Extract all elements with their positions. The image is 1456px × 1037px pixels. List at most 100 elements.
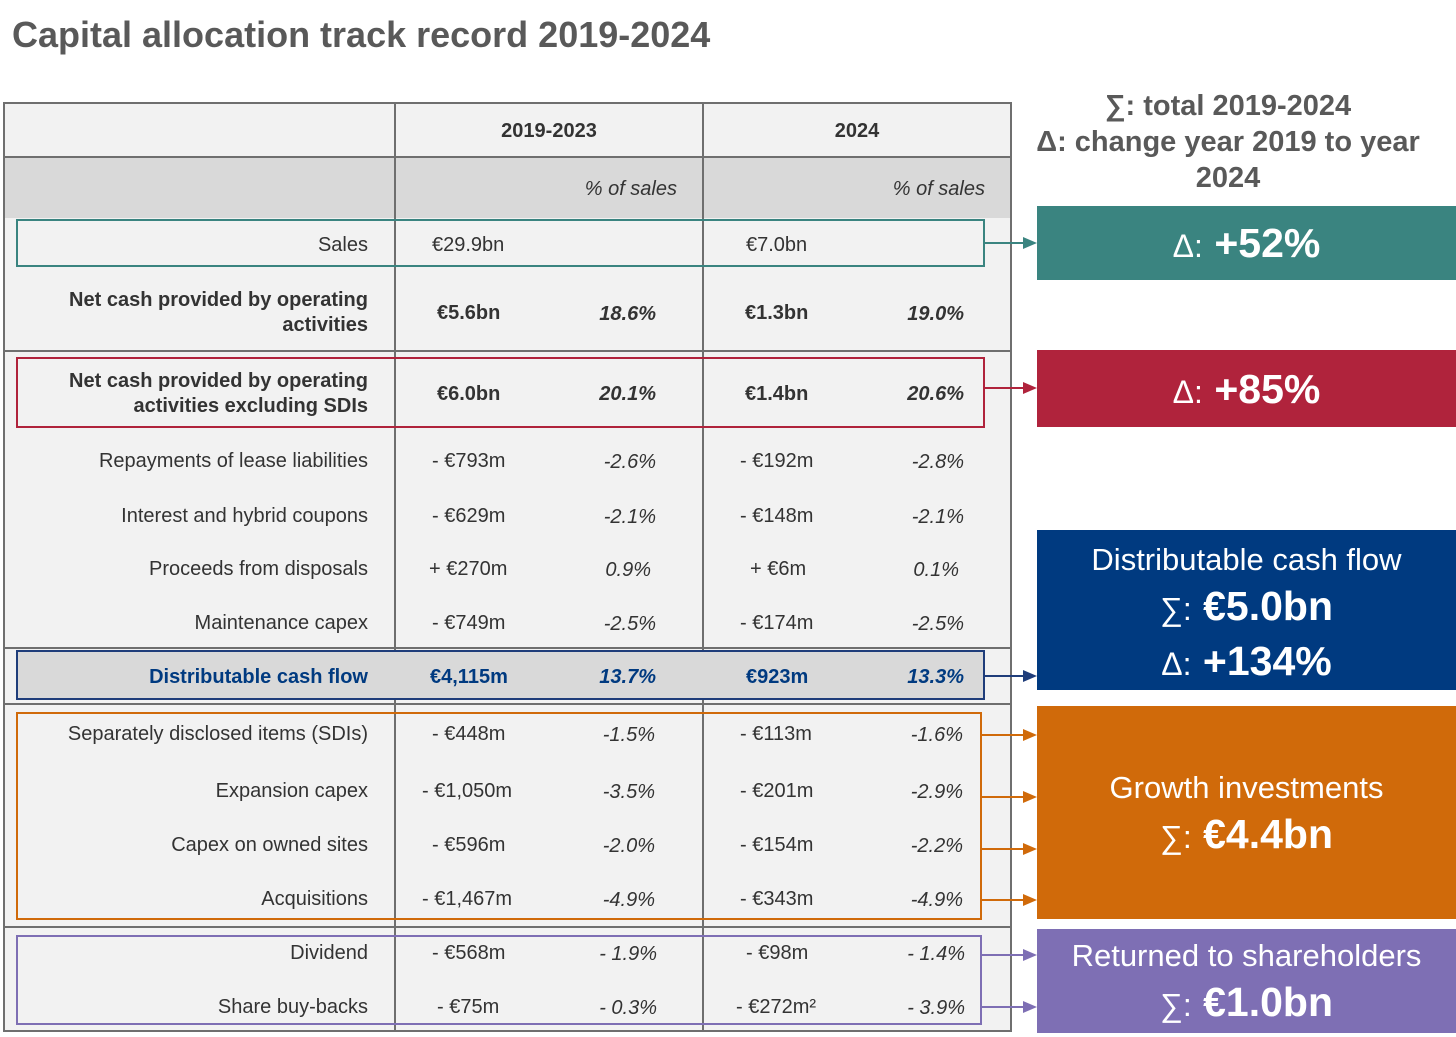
returned-sum-value: €1.0bn [1203, 979, 1333, 1025]
arrow-right-icon [1023, 894, 1037, 906]
row-divider [5, 926, 1010, 928]
dcf-delta-value: +134% [1202, 638, 1332, 684]
pct-of-sales-header: % of sales [584, 178, 677, 200]
pct-2019-2023: -3.5% [602, 781, 655, 803]
value-2019-2023: - €1,467m [422, 888, 513, 910]
pct-2024: -2.5% [911, 613, 964, 635]
sum-symbol: ∑: [1160, 819, 1192, 855]
arrow-right-icon [1023, 791, 1037, 803]
value-2019-2023: - €1,050m [422, 780, 513, 802]
pct-2024: -4.9% [910, 889, 963, 911]
pct-2019-2023: 13.7% [599, 666, 656, 688]
sum-symbol: ∑: [1160, 987, 1192, 1023]
sales-connector [985, 242, 1023, 244]
arrow-right-icon [1023, 949, 1037, 961]
arrow-right-icon [1023, 843, 1037, 855]
value-2019-2023: - €596m [432, 834, 506, 856]
pct-2024: -2.8% [911, 451, 964, 473]
delta-symbol: Δ: [1172, 374, 1203, 410]
value-2024: - €201m [740, 780, 814, 802]
dcf-callout: Distributable cash flow ∑: €5.0bn Δ: +13… [1037, 530, 1456, 690]
pct-2024: 19.0% [907, 303, 964, 325]
pct-2024: - 3.9% [907, 997, 965, 1019]
legend-delta: Δ: change year 2019 to year 2024 [1036, 126, 1420, 194]
value-2019-2023: €5.6bn [437, 302, 501, 324]
pct-of-sales-header: % of sales [892, 178, 985, 200]
opcash-connector [985, 387, 1023, 389]
pct-2019-2023: 20.1% [599, 383, 656, 405]
allocation-table [3, 102, 1012, 1032]
row-label: Dividend [290, 942, 368, 964]
row-label: Proceeds from disposals [149, 558, 368, 580]
value-2024: €1.3bn [745, 302, 809, 324]
value-2024: €7.0bn [746, 234, 808, 256]
value-2024: - €343m [740, 888, 814, 910]
row-divider [5, 647, 1010, 649]
row-divider [5, 350, 1010, 352]
row-divider [5, 703, 1010, 705]
dcf-highlight [16, 650, 985, 700]
pct-2019-2023: - 0.3% [599, 997, 657, 1019]
legend-sum: ∑: total 2019-2024 [1104, 90, 1352, 122]
row-label: Capex on owned sites [171, 834, 368, 856]
value-2019-2023: - €75m [437, 996, 500, 1018]
returned-connector [982, 1006, 1023, 1008]
value-2024: - €113m [740, 723, 812, 745]
dcf-connector [985, 675, 1023, 677]
value-2024: - €174m [740, 612, 814, 634]
delta-symbol: Δ: [1161, 646, 1192, 682]
growth-connector [982, 848, 1023, 850]
pct-2024: 13.3% [907, 666, 964, 688]
row-label: Distributable cash flow [149, 666, 368, 688]
row-label: Net cash provided by operating activitie… [69, 289, 368, 336]
row-label: Share buy-backs [217, 996, 368, 1018]
value-2019-2023: €6.0bn [437, 383, 501, 405]
arrow-right-icon [1023, 670, 1037, 682]
growth-connector [982, 899, 1023, 901]
column-header-2019-2023: 2019-2023 [501, 120, 597, 142]
returned-highlight [16, 935, 982, 1025]
value-2019-2023: - €629m [432, 505, 506, 527]
pct-2019-2023: -1.5% [602, 724, 655, 746]
opcash-growth-callout: Δ: +85% [1037, 350, 1456, 427]
sum-symbol: ∑: [1160, 591, 1192, 627]
pct-2019-2023: -2.5% [603, 613, 656, 635]
value-2019-2023: - €793m [432, 450, 506, 472]
pct-2019-2023: 18.6% [599, 303, 656, 325]
subheader-band [5, 158, 1010, 218]
value-2019-2023: - €568m [432, 942, 506, 964]
value-2024: - €98m [746, 942, 809, 964]
delta-symbol: Δ: [1172, 228, 1203, 264]
pct-2019-2023: - 1.9% [599, 943, 657, 965]
pct-2024: -2.2% [910, 835, 963, 857]
row-label: Sales [317, 234, 368, 256]
arrow-right-icon [1023, 729, 1037, 741]
growth-callout-title: Growth investments [1109, 770, 1384, 805]
growth-investments-callout: Growth investments ∑: €4.4bn [1037, 706, 1456, 919]
column-divider [702, 104, 704, 1030]
pct-2024: -2.1% [911, 506, 964, 528]
value-2024: €923m [746, 666, 809, 688]
pct-2024: -1.6% [910, 724, 963, 746]
value-2024: - €154m [740, 834, 814, 856]
dcf-sum-value: €5.0bn [1203, 583, 1333, 629]
arrow-right-icon [1023, 382, 1037, 394]
value-2019-2023: - €448m [432, 723, 506, 745]
pct-2019-2023: -2.0% [602, 835, 655, 857]
row-label: Maintenance capex [194, 612, 368, 634]
pct-2019-2023: -4.9% [602, 889, 655, 911]
value-2019-2023: + €270m [429, 558, 508, 580]
header-divider [5, 156, 1010, 158]
pct-2019-2023: -2.1% [603, 506, 656, 528]
legend: ∑: total 2019-2024 Δ: change year 2019 t… [1032, 88, 1424, 196]
growth-connector [982, 734, 1023, 736]
pct-2024: -2.9% [910, 781, 963, 803]
pct-2024: 0.1% [913, 559, 959, 581]
value-2024: - €192m [740, 450, 814, 472]
growth-connector [982, 796, 1023, 798]
sales-growth-value: +52% [1214, 220, 1321, 266]
pct-2019-2023: -2.6% [603, 451, 656, 473]
arrow-right-icon [1023, 237, 1037, 249]
sales-growth-callout: Δ: +52% [1037, 206, 1456, 280]
row-label: Repayments of lease liabilities [98, 450, 368, 472]
